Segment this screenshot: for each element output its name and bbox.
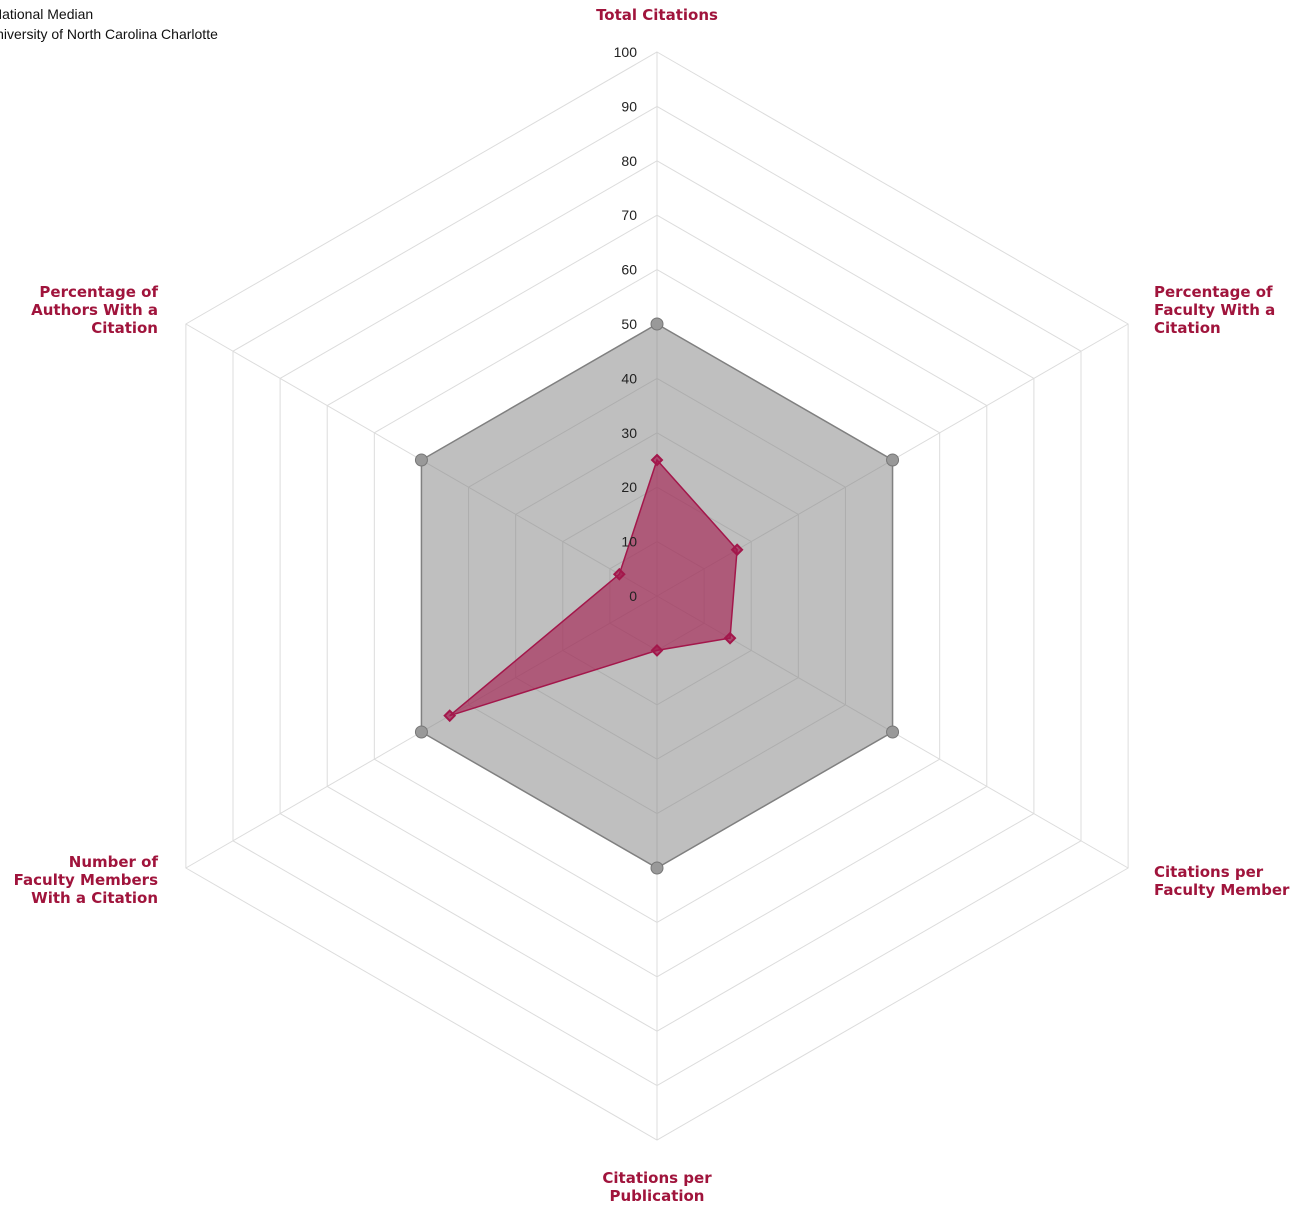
category-label: Percentage of Faculty With a Citation bbox=[1154, 283, 1275, 337]
category-label: Total Citations bbox=[596, 6, 718, 24]
point-marker bbox=[414, 453, 428, 467]
r-tick-label: 20 bbox=[621, 479, 637, 495]
point-marker bbox=[650, 453, 664, 467]
r-tick-label: 40 bbox=[621, 370, 637, 386]
category-label: Citations per Publication bbox=[602, 1169, 712, 1205]
r-tick-label: 80 bbox=[621, 153, 637, 169]
legend-label: National Median bbox=[0, 6, 93, 22]
point-marker bbox=[650, 643, 664, 657]
point-marker bbox=[443, 709, 457, 723]
point-marker bbox=[650, 317, 664, 331]
r-tick-label: 0 bbox=[629, 588, 637, 604]
legend-label: University of North Carolina Charlotte bbox=[0, 26, 218, 42]
r-tick-label: 90 bbox=[621, 98, 637, 114]
point-marker bbox=[650, 861, 664, 875]
category-label: Citations per Faculty Member bbox=[1154, 863, 1290, 899]
category-label: Number of Faculty Members With a Citation bbox=[14, 853, 159, 907]
point-marker bbox=[886, 725, 900, 739]
point-marker bbox=[414, 725, 428, 739]
point-marker bbox=[886, 453, 900, 467]
point-marker bbox=[730, 543, 744, 557]
r-tick-label: 30 bbox=[621, 425, 637, 441]
point-marker bbox=[723, 631, 737, 645]
r-tick-label: 50 bbox=[621, 316, 637, 332]
r-tick-label: 10 bbox=[621, 534, 637, 550]
r-tick-label: 70 bbox=[621, 207, 637, 223]
r-tick-label: 60 bbox=[621, 262, 637, 278]
category-label: Percentage of Authors With a Citation bbox=[31, 283, 158, 337]
point-marker bbox=[612, 567, 626, 581]
r-tick-label: 100 bbox=[614, 44, 638, 60]
